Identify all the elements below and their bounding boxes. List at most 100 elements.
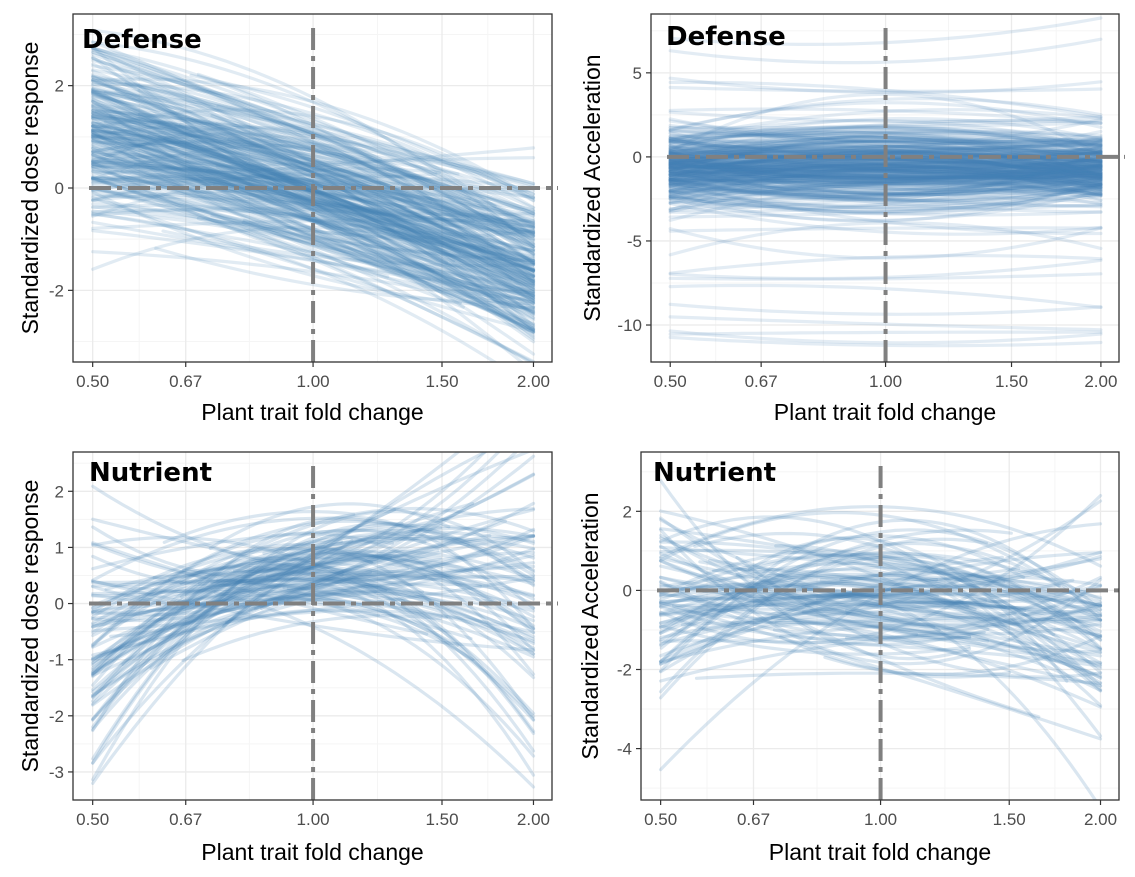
x-tick-label: 1.00 <box>869 372 902 391</box>
curve <box>91 153 513 282</box>
curve <box>91 109 433 205</box>
curve <box>659 516 1103 630</box>
curve <box>668 169 1103 193</box>
curve <box>242 218 533 362</box>
curve <box>91 97 536 335</box>
curve <box>774 544 970 608</box>
curve <box>91 162 536 286</box>
curve <box>668 182 1103 196</box>
curve <box>91 78 536 273</box>
curve <box>668 37 1103 65</box>
x-tick-label: 1.50 <box>995 372 1028 391</box>
curve <box>286 575 427 602</box>
curve <box>668 283 1103 309</box>
curve <box>668 163 1103 183</box>
curve <box>147 132 536 213</box>
curve <box>659 528 1013 664</box>
curve <box>91 554 442 699</box>
curve <box>806 590 941 632</box>
curve <box>668 178 1103 196</box>
curve <box>845 635 972 642</box>
y-tick-label: 1 <box>55 538 64 557</box>
panel-label: Defense <box>666 22 786 52</box>
curve <box>659 594 1027 616</box>
curve <box>659 578 1075 616</box>
curve <box>770 615 1103 709</box>
curve <box>668 165 1103 212</box>
curve <box>668 173 1103 183</box>
curve <box>152 534 492 580</box>
curve <box>241 220 536 305</box>
curve <box>668 138 1103 146</box>
x-tick-label: 1.00 <box>297 810 330 829</box>
curve <box>91 140 536 283</box>
curve <box>668 166 1103 203</box>
curve <box>196 216 390 279</box>
y-tick-label: -3 <box>49 763 64 782</box>
curve <box>659 544 1041 719</box>
curve <box>91 501 536 594</box>
curve <box>254 588 536 656</box>
curve <box>701 618 1103 692</box>
curve <box>668 165 1103 185</box>
curve <box>659 639 1103 668</box>
curve <box>792 534 1026 579</box>
curve <box>91 155 536 331</box>
x-tick-label: 2.00 <box>1084 372 1117 391</box>
curve <box>91 203 536 298</box>
curve <box>668 128 1103 155</box>
curve <box>224 508 536 624</box>
reference-lines <box>89 466 558 800</box>
curve <box>91 84 536 294</box>
curve <box>668 138 1103 144</box>
curve <box>91 137 536 320</box>
curve <box>815 591 1103 693</box>
curve <box>659 551 989 643</box>
x-tick-label: 0.67 <box>169 810 202 829</box>
curve <box>668 153 1103 183</box>
curve <box>668 165 1103 176</box>
curve <box>668 129 1103 144</box>
curve <box>680 552 1103 638</box>
curve <box>91 134 536 344</box>
curve <box>668 176 1103 214</box>
curve <box>124 81 536 257</box>
curve <box>772 628 972 640</box>
curve <box>91 149 475 223</box>
curve <box>91 523 536 676</box>
x-axis-title: Plant trait fold change <box>201 839 423 865</box>
curve <box>668 182 1103 236</box>
curve <box>179 528 536 610</box>
curve <box>179 122 507 260</box>
curve <box>823 634 1103 676</box>
x-tick-label: 0.50 <box>644 810 677 829</box>
curve <box>91 571 345 623</box>
curve <box>91 185 465 309</box>
curve <box>91 601 475 676</box>
curve <box>91 40 536 238</box>
curve <box>659 624 971 656</box>
curve <box>680 620 1103 667</box>
curve <box>91 152 536 239</box>
curve <box>659 580 990 646</box>
curve <box>128 139 536 334</box>
curve <box>91 130 536 295</box>
curve <box>91 153 536 252</box>
curve <box>91 577 536 641</box>
curve <box>659 572 939 609</box>
curve <box>91 91 448 265</box>
curve <box>91 177 536 234</box>
curve <box>91 48 401 185</box>
curve <box>158 522 404 657</box>
curve <box>668 139 1103 184</box>
curve <box>668 165 1103 186</box>
x-tick-label: 1.50 <box>993 810 1026 829</box>
curve <box>668 138 1103 164</box>
curve <box>668 131 1103 148</box>
curve <box>91 176 536 362</box>
curve <box>668 168 1103 184</box>
curve <box>819 573 1103 618</box>
curve <box>215 122 536 230</box>
curve <box>91 553 474 731</box>
